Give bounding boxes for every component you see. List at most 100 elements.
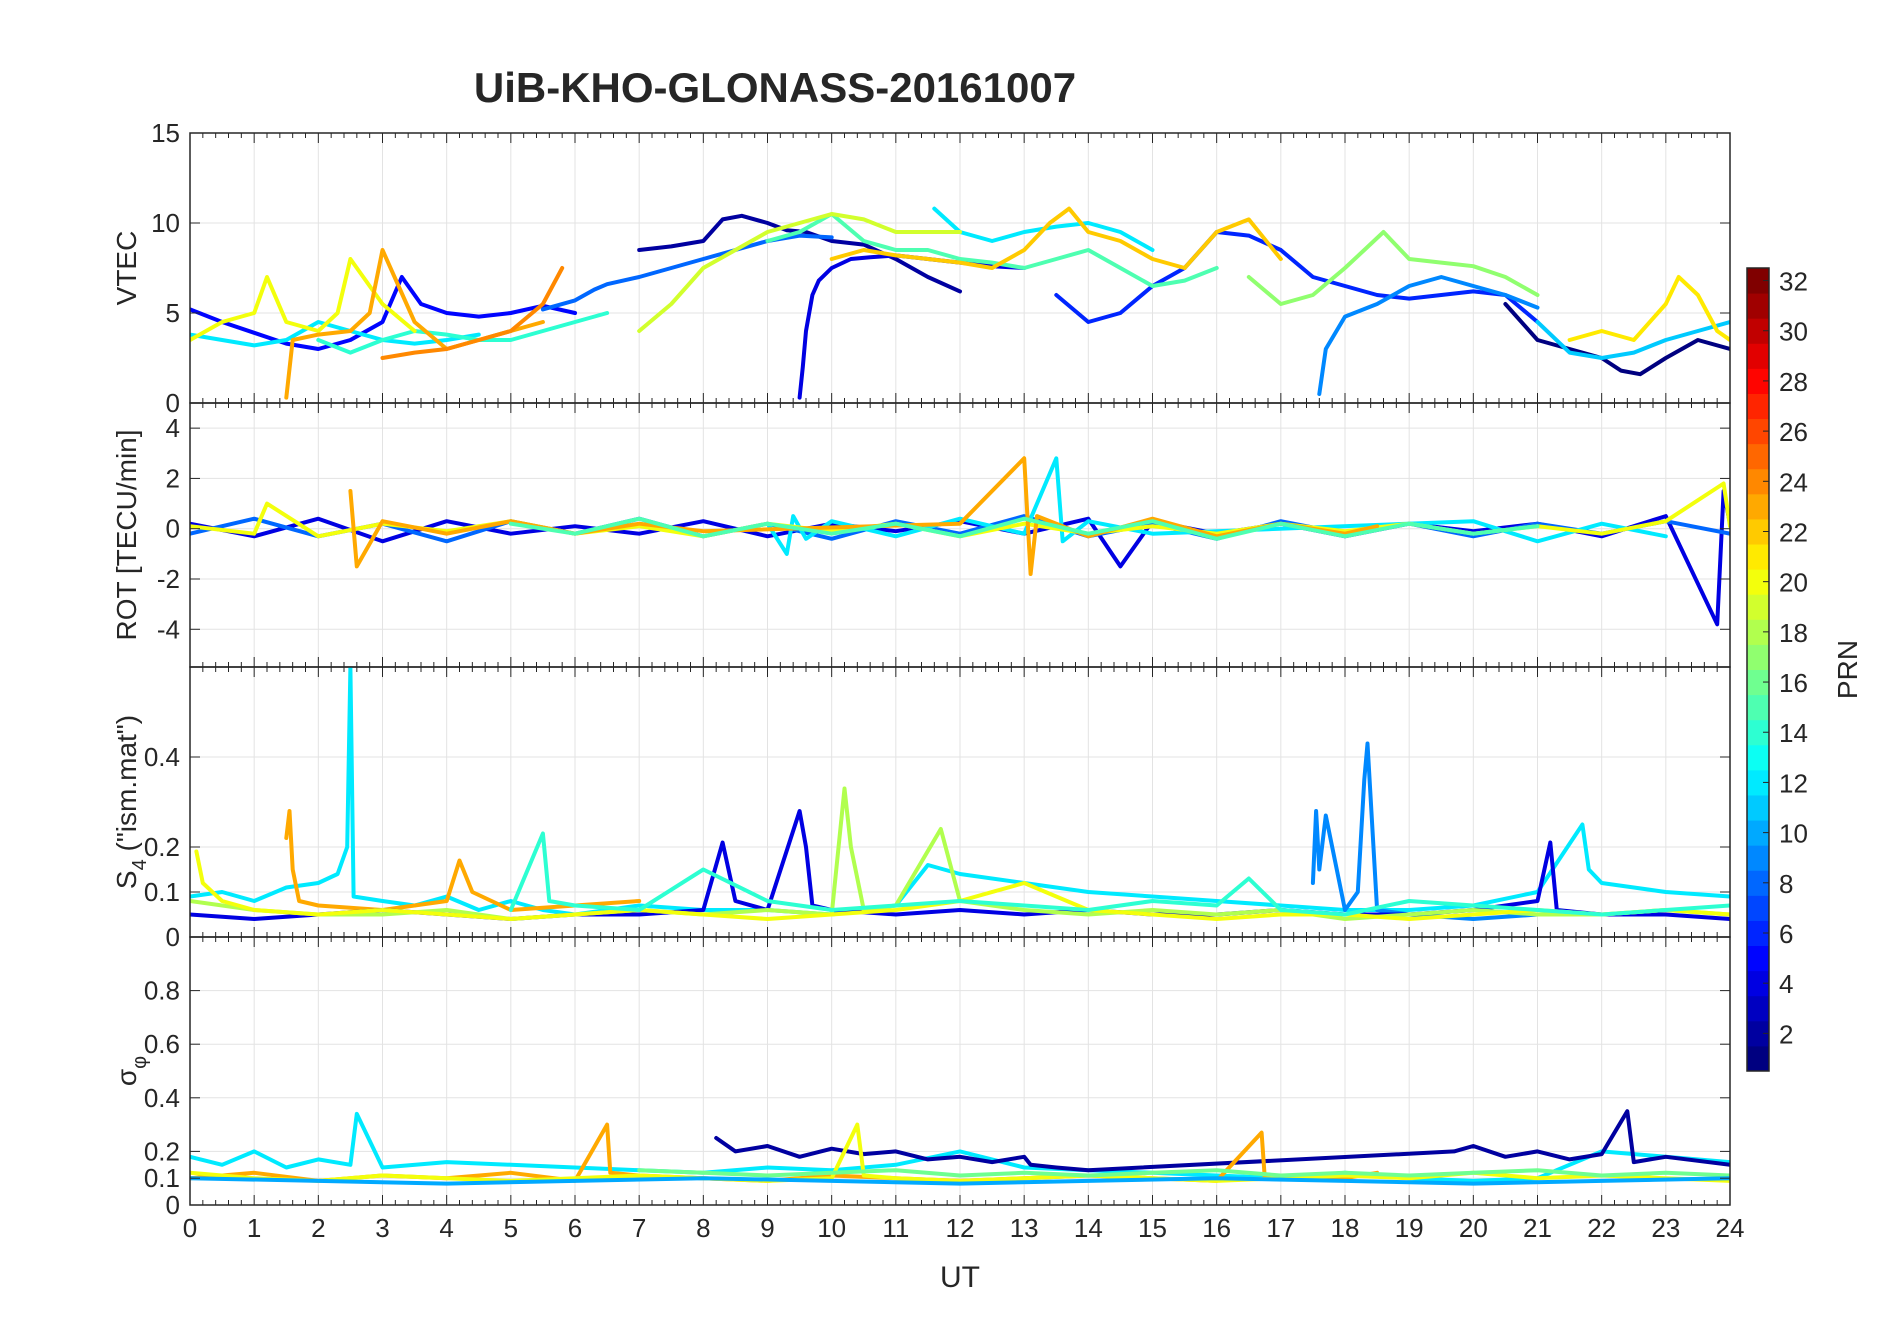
colorbar-segment bbox=[1747, 970, 1769, 997]
x-tick-labels: 0 1 2 3 4 5 6 7 8 9 10 11 12 13 14 15 16 17 18 19 20 21 22 23 24 bbox=[183, 1213, 1745, 1243]
colorbar-segment bbox=[1747, 995, 1769, 1022]
x-tick-label: 4 bbox=[439, 1213, 453, 1243]
series-line-prn-4 bbox=[797, 253, 1027, 400]
series-line-prn-14 bbox=[316, 311, 610, 355]
y-tick-label: 0.4 bbox=[144, 742, 180, 772]
series-line-prn-8 bbox=[540, 233, 834, 312]
colorbar-segment bbox=[1747, 820, 1769, 846]
series-line-prn-11 bbox=[1535, 320, 1730, 360]
series-line-prn-21 bbox=[1567, 275, 1730, 342]
x-tick-label: 1 bbox=[247, 1213, 261, 1243]
colorbar-segment bbox=[1747, 845, 1769, 871]
y-axis-label: S4 ("ism.mat") bbox=[111, 715, 151, 889]
series-line-prn-20 bbox=[194, 849, 1730, 921]
x-tick-label: 15 bbox=[1138, 1213, 1167, 1243]
colorbar-segment bbox=[1747, 418, 1769, 445]
x-tick-label: 21 bbox=[1523, 1213, 1552, 1243]
colorbar-frame bbox=[1746, 267, 1770, 1072]
y-axis-label: VTEC bbox=[111, 231, 142, 306]
series-line-prn-24 bbox=[380, 266, 565, 360]
y-tick-label: 0.2 bbox=[144, 1136, 180, 1166]
colorbar-tick-label: 14 bbox=[1779, 718, 1808, 748]
series-line-prn-19 bbox=[637, 212, 962, 333]
y-tick-label: 15 bbox=[151, 118, 180, 148]
colorbar-segment bbox=[1747, 769, 1769, 796]
colorbar-tick-label: 18 bbox=[1779, 618, 1808, 648]
series-line-prn-15 bbox=[508, 516, 1540, 541]
y-tick-label: -2 bbox=[157, 564, 180, 594]
colorbar-tick-label: 22 bbox=[1779, 517, 1808, 547]
colorbar-segment bbox=[1747, 920, 1769, 947]
x-tick-label: 24 bbox=[1716, 1213, 1745, 1243]
series-line-prn-16 bbox=[637, 1168, 1730, 1178]
colorbar-segment bbox=[1747, 644, 1769, 670]
colorbar-segment bbox=[1747, 268, 1769, 294]
series-line-prn-12 bbox=[190, 320, 481, 348]
series-group bbox=[190, 667, 1730, 921]
colorbar-tick-label: 28 bbox=[1779, 367, 1808, 397]
x-tick-label: 20 bbox=[1459, 1213, 1488, 1243]
y-tick-label: 0.1 bbox=[144, 877, 180, 907]
series-line-prn-5 bbox=[190, 275, 577, 351]
colorbar-tick-label: 2 bbox=[1779, 1019, 1793, 1049]
y-tick-label: 0.4 bbox=[144, 1083, 180, 1113]
colorbar-segment bbox=[1747, 870, 1769, 896]
colorbar-segment bbox=[1747, 945, 1769, 972]
y-tick-label: 0.1 bbox=[144, 1163, 180, 1193]
colorbar-segment bbox=[1747, 619, 1769, 645]
panel-3: 0 0.1 0.2 0.4S4 ("ism.mat") bbox=[111, 666, 1731, 952]
colorbar-tick-label: 24 bbox=[1779, 467, 1808, 497]
x-tick-label: 18 bbox=[1331, 1213, 1360, 1243]
colorbar-segment bbox=[1747, 468, 1769, 495]
x-tick-label: 16 bbox=[1202, 1213, 1231, 1243]
colorbar-segment bbox=[1747, 318, 1769, 344]
series-line-prn-1 bbox=[1503, 302, 1730, 377]
y-tick-label: 0.2 bbox=[144, 832, 180, 862]
x-tick-label: 7 bbox=[632, 1213, 646, 1243]
chart-title: UiB-KHO-GLONASS-20161007 bbox=[474, 64, 1076, 111]
series-line-prn-23 bbox=[348, 456, 1380, 576]
colorbar-segment bbox=[1747, 719, 1769, 746]
x-axis-label: UT bbox=[940, 1261, 980, 1294]
colorbar-segment bbox=[1747, 544, 1769, 570]
colorbar-segment bbox=[1747, 1045, 1769, 1072]
series-line-prn-8 bbox=[190, 514, 1730, 544]
y-tick-label: 0 bbox=[166, 514, 180, 544]
x-tick-label: 17 bbox=[1266, 1213, 1295, 1243]
series-line-prn-12 bbox=[932, 206, 1155, 252]
y-tick-label: 0.8 bbox=[144, 976, 180, 1006]
y-tick-label: -4 bbox=[157, 614, 180, 644]
series-line-prn-9 bbox=[1317, 275, 1540, 396]
series-line-prn-20 bbox=[190, 257, 417, 342]
y-tick-label: 0 bbox=[166, 922, 180, 952]
panel-1: 0 5 10 15 VTEC bbox=[111, 118, 1731, 418]
colorbar-tick-label: 10 bbox=[1779, 819, 1808, 849]
x-tick-label: 11 bbox=[882, 1213, 909, 1243]
x-tick-label: 19 bbox=[1395, 1213, 1424, 1243]
x-tick-label: 12 bbox=[946, 1213, 975, 1243]
y-tick-label: 2 bbox=[166, 463, 180, 493]
colorbar-segment bbox=[1747, 794, 1769, 821]
y-tick-label: 0 bbox=[166, 388, 180, 418]
colorbar-tick-label: 26 bbox=[1779, 417, 1808, 447]
colorbar-segment bbox=[1747, 343, 1769, 369]
series-line-prn-12 bbox=[190, 1111, 1730, 1183]
colorbar-segment bbox=[1747, 493, 1769, 520]
panel-4: 00.10.2 0.4 0.6 0.8 σφ bbox=[111, 936, 1731, 1220]
colorbar-tick-label: 6 bbox=[1779, 919, 1793, 949]
colorbar-tick-label: 16 bbox=[1779, 668, 1808, 698]
x-tick-label: 5 bbox=[504, 1213, 518, 1243]
series-line-prn-14 bbox=[508, 831, 1730, 917]
series-line-prn-23 bbox=[284, 809, 642, 912]
x-tick-label: 9 bbox=[760, 1213, 774, 1243]
series-line-prn-15 bbox=[765, 212, 1219, 288]
y-tick-label: 0 bbox=[166, 1190, 180, 1220]
colorbar-segment bbox=[1747, 518, 1769, 545]
series-line-prn-2 bbox=[714, 1109, 1730, 1173]
x-tick-label: 13 bbox=[1010, 1213, 1039, 1243]
x-tick-label: 14 bbox=[1074, 1213, 1103, 1243]
y-tick-label: 0.6 bbox=[144, 1029, 180, 1059]
